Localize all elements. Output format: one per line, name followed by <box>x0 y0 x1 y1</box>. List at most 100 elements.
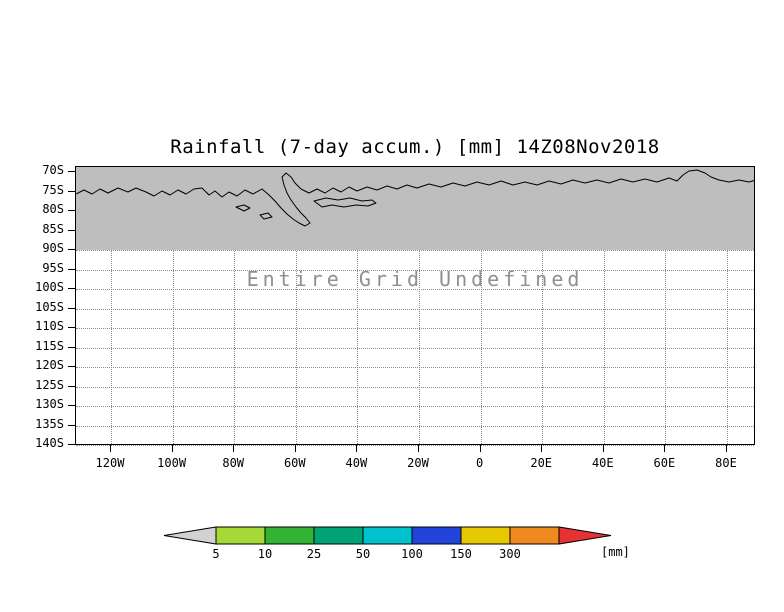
antarctica-coastline <box>76 169 754 227</box>
v-gridline <box>172 167 174 444</box>
y-tick-label: 70S <box>42 163 64 177</box>
y-tick-label: 115S <box>35 338 64 353</box>
y-tick-label: 125S <box>35 377 64 392</box>
y-tick-mark <box>68 307 75 309</box>
v-gridline <box>480 167 482 444</box>
colorbar-segment <box>215 526 266 545</box>
colorbar-segment <box>509 526 560 545</box>
h-gridline <box>76 406 754 407</box>
x-tick-mark <box>479 445 481 452</box>
v-gridline <box>111 167 112 444</box>
y-tick-label: 75S <box>42 182 64 197</box>
h-gridline <box>76 250 754 251</box>
v-gridline <box>295 167 297 444</box>
x-tick-label: 80W <box>222 456 245 470</box>
y-tick-label: 105S <box>35 299 64 314</box>
plot-area: Entire Grid Undefined <box>75 166 755 446</box>
x-tick-mark <box>664 445 666 452</box>
y-tick-label: 90S <box>42 241 64 255</box>
colorbar-tick-label: 25 <box>307 547 321 561</box>
y-tick-mark <box>68 366 75 367</box>
y-tick-mark <box>68 288 75 289</box>
h-gridline <box>76 347 754 349</box>
x-tick-label: 60W <box>283 456 306 470</box>
colorbar-tick-label: 300 <box>499 547 521 561</box>
small-island-path <box>235 204 251 212</box>
colorbar-segment <box>460 526 511 545</box>
x-tick-mark <box>171 445 173 452</box>
v-gridline <box>357 167 359 444</box>
colorbar-tick-label: 10 <box>258 547 272 561</box>
h-gridline <box>76 289 754 290</box>
colorbar: 5 10 25 50 100 150 300 <box>160 524 620 562</box>
h-gridline <box>76 445 754 446</box>
y-tick-label: 120S <box>35 358 64 372</box>
x-tick-label: 60E <box>653 456 676 470</box>
v-gridline <box>603 167 605 444</box>
y-tick-label: 100S <box>35 280 64 294</box>
h-gridline <box>76 328 754 329</box>
v-gridline <box>542 167 544 444</box>
y-tick-mark <box>68 229 75 231</box>
y-tick-label: 95S <box>42 260 64 275</box>
y-tick-label: 130S <box>35 397 64 411</box>
x-tick-label: 0 <box>475 456 484 470</box>
x-tick-mark <box>294 445 296 452</box>
x-tick-mark <box>110 445 111 452</box>
colorbar-unit-label: [mm] <box>601 545 630 559</box>
y-tick-label: 80S <box>42 202 64 216</box>
x-tick-label: 40E <box>591 456 614 470</box>
colorbar-segment <box>362 526 413 545</box>
y-tick-mark <box>68 190 75 192</box>
small-island-path <box>259 212 273 220</box>
colorbar-tick-label: 150 <box>450 547 472 561</box>
y-tick-mark <box>68 346 75 348</box>
y-tick-mark <box>68 268 75 270</box>
colorbar-segment <box>313 526 364 545</box>
y-tick-mark <box>68 385 75 387</box>
y-tick-mark <box>68 171 75 172</box>
shaded-region <box>76 167 754 250</box>
y-tick-label: 135S <box>35 416 64 431</box>
x-tick-mark <box>418 445 419 452</box>
figure-title: Rainfall (7-day accum.) [mm] 14Z08Nov201… <box>170 136 660 158</box>
h-gridline <box>76 386 754 388</box>
x-tick-mark <box>541 445 543 452</box>
x-tick-label: 120W <box>95 456 125 470</box>
x-tick-label: 80E <box>715 456 737 470</box>
x-tick-label: 100W <box>157 456 187 470</box>
x-tick-label: 20W <box>407 456 429 470</box>
colorbar-tick-label: 100 <box>401 547 423 561</box>
v-gridline <box>665 167 667 444</box>
y-tick-mark <box>68 424 75 426</box>
v-gridline <box>234 167 236 444</box>
colorbar-right-arrow <box>558 526 612 545</box>
y-tick-mark <box>68 444 75 445</box>
colorbar-svg: 5 10 25 50 100 150 300 <box>163 526 612 561</box>
colorbar-left-arrow <box>163 526 217 545</box>
v-gridline <box>727 167 728 444</box>
y-tick-mark <box>68 249 75 250</box>
x-tick-label: 40W <box>345 456 368 470</box>
ice-shelf-island-path <box>313 197 377 208</box>
y-tick-mark <box>68 405 75 406</box>
x-tick-label: 20E <box>530 456 553 470</box>
x-tick-mark <box>602 445 604 452</box>
colorbar-tick-label: 5 <box>212 547 219 561</box>
h-gridline <box>76 269 754 271</box>
x-tick-mark <box>233 445 235 452</box>
colorbar-segment <box>411 526 462 545</box>
y-tick-mark <box>68 327 75 328</box>
x-tick-mark <box>356 445 358 452</box>
y-tick-label: 85S <box>42 221 64 236</box>
h-gridline <box>76 367 754 368</box>
colorbar-tick-label: 50 <box>356 547 370 561</box>
y-tick-label: 110S <box>35 319 64 333</box>
v-gridline <box>419 167 420 444</box>
colorbar-segment <box>264 526 315 545</box>
h-gridline <box>76 308 754 310</box>
undefined-label: Entire Grid Undefined <box>246 267 584 291</box>
x-tick-mark <box>726 445 727 452</box>
h-gridline <box>76 425 754 427</box>
